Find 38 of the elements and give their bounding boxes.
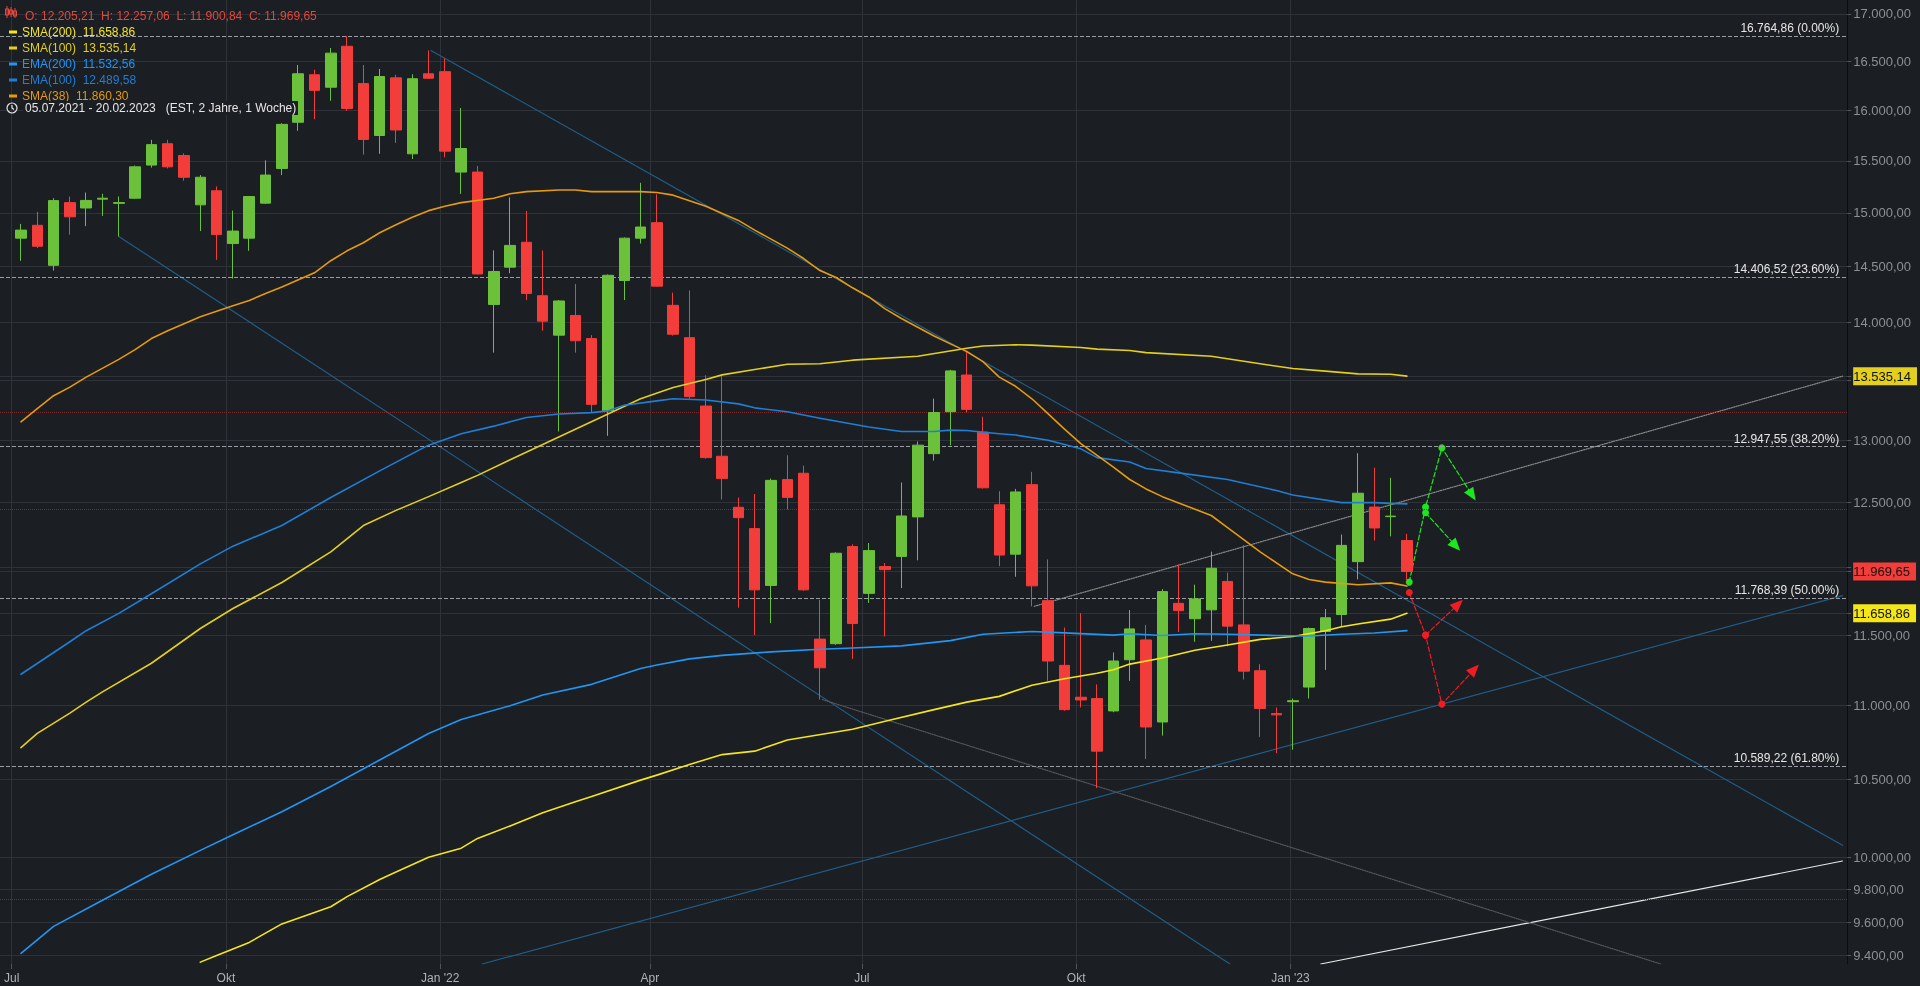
text: O: 12.205,21 H: 12.257,06 L: 11.900,84 C: 11.969,65 xyxy=(25,9,318,23)
text: 05.07.2021 - 20.02.2023 (EST, 2 Jahre, 1 Woche) xyxy=(23,101,299,115)
x-tick-label: Jul xyxy=(854,971,870,985)
legend-label: EMA(100) 12.489,58 xyxy=(22,73,137,87)
y-tick-label: 16.500,00 xyxy=(1853,53,1912,69)
y-tick-label: 14.500,00 xyxy=(1853,259,1912,275)
ref-line-label: 11.768,39 (50.00%) xyxy=(1734,583,1840,598)
x-tick-label: Okt xyxy=(216,971,236,985)
y-tick-label: 12.500,00 xyxy=(1853,495,1912,511)
ref-line-label: 14.406,52 (23.60%) xyxy=(1733,262,1840,277)
y-tick-label: 17.000,00 xyxy=(1853,6,1912,22)
y-tick-label: 11.000,00 xyxy=(1853,698,1911,714)
y-tick-label: 13.000,00 xyxy=(1853,432,1912,448)
y-tick-label: 9.600,00 xyxy=(1853,914,1904,930)
y-tick-label: 11.658,86 xyxy=(1853,606,1911,622)
y-tick-label: 16.000,00 xyxy=(1853,102,1912,118)
ref-line-label: 10.589,22 (61.80%) xyxy=(1733,751,1840,766)
legend-label: SMA(38) 11.860,30 xyxy=(22,89,129,103)
y-tick-label: 10.000,00 xyxy=(1853,849,1912,865)
x-tick-label: Apr xyxy=(640,971,660,985)
y-tick-label: 14.000,00 xyxy=(1853,315,1912,330)
x-tick-label: Jan '22 xyxy=(421,971,460,985)
ref-line-label: 16.764,86 (0.00%) xyxy=(1740,21,1840,36)
ref-line-label: 12.947,55 (38.20%) xyxy=(1733,431,1840,446)
y-tick-label: 15.500,00 xyxy=(1853,153,1912,169)
y-tick-label: 10.500,00 xyxy=(1853,772,1912,788)
x-tick-label: Okt xyxy=(1066,971,1087,985)
legend-label: SMA(200) 11.658,86 xyxy=(22,25,136,39)
legend-label: EMA(200) 11.532,56 xyxy=(22,57,136,71)
x-tick-label: Jul xyxy=(3,971,20,985)
legend-label: SMA(100) 13.535,14 xyxy=(22,41,137,55)
y-tick-label: 11.500,00 xyxy=(1853,627,1911,643)
y-tick-label: 9.400,00 xyxy=(1853,948,1904,964)
y-tick-label: 11.969,65 xyxy=(1853,564,1911,580)
y-tick-label: 13.535,14 xyxy=(1853,369,1912,385)
y-tick-label: 9.800,00 xyxy=(1853,881,1904,897)
y-tick-label: 15.000,00 xyxy=(1853,205,1912,221)
x-tick-label: Jan '23 xyxy=(1271,971,1310,985)
